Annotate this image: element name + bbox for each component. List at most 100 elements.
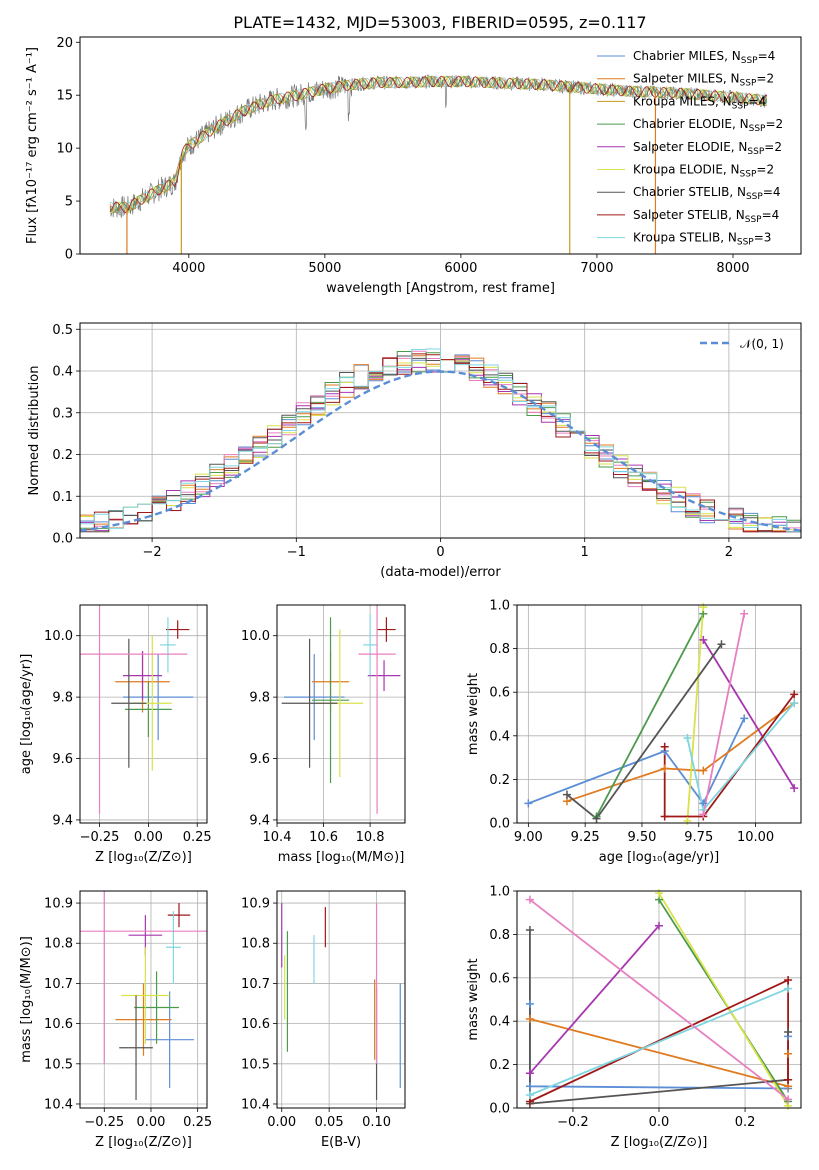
y-tick-label: 0.4 [489, 729, 510, 744]
x-tick-label: 0.0 [649, 1115, 670, 1130]
y-tick-label: 10.4 [241, 1097, 270, 1112]
marker-salpeter_stelib [660, 742, 669, 751]
marker-salpeter_stelib [660, 812, 669, 821]
legend-value: =4 [749, 94, 767, 108]
x-tick-label: −0.2 [557, 1115, 589, 1130]
legend-name: Kroupa MILES, N [633, 94, 732, 108]
legend-sub: SSP [740, 79, 757, 89]
x-tick-label: 2 [725, 545, 733, 560]
model-chabrier_elodie [109, 75, 768, 214]
marker-salpeter_miles [784, 1049, 793, 1058]
y-axis-label: Flux [fλ10⁻¹⁷ erg cm⁻² s⁻¹ A⁻¹] [25, 47, 40, 244]
marker-chabrier_stelib [592, 814, 601, 823]
legend-label: Kroupa STELIB, NSSP=3 [633, 231, 771, 248]
x-tick-label: 0.2 [735, 1115, 756, 1130]
legend-name: Chabrier MILES, N [633, 49, 741, 63]
marker-salpeter_miles [525, 1015, 534, 1024]
plot-area [80, 605, 194, 814]
marker-salpeter_elodie [790, 784, 799, 793]
panel-spectrum: 4000 5000 6000 7000 8000 0 5 10 15 20 wavelength [… [25, 36, 802, 296]
y-tick-label: 9.4 [249, 813, 270, 828]
x-tick-label: −0.25 [80, 830, 120, 845]
marker-chabrier_miles [740, 714, 749, 723]
marker-salpeter_miles [660, 764, 669, 773]
x-tick-label: 9.75 [684, 830, 713, 845]
x-tick-label: 0.25 [183, 830, 212, 845]
axes-frame [79, 322, 802, 539]
x-tick-label: 0.00 [134, 830, 163, 845]
x-tick-label: 10.00 [737, 830, 774, 845]
y-tick-label: 9.4 [52, 813, 73, 828]
x-tick-label: 4000 [172, 261, 205, 276]
x-tick-label: 9.25 [571, 830, 600, 845]
y-tick-label: 1.0 [489, 599, 510, 614]
x-axis-label: age [log₁₀(age/yr)] [599, 850, 720, 865]
x-tick-label: 0 [436, 545, 444, 560]
marker-chabrier_stelib [562, 790, 571, 799]
legend-name: Kroupa ELODIE, N [633, 163, 740, 177]
x-axis-label: (data-model)/error [380, 565, 501, 580]
y-tick-label: 10.6 [241, 1017, 270, 1032]
y-tick-label: 0.1 [52, 490, 73, 505]
y-tick-label: 5 [65, 195, 73, 210]
marker-salpeter_stelib [784, 975, 793, 984]
x-tick-label: 10.8 [356, 830, 385, 845]
legend-label: Chabrier STELIB, NSSP=4 [633, 185, 781, 202]
y-tick-label: 10.6 [44, 1017, 73, 1032]
marker-kroupa_miles [699, 810, 708, 819]
marker-salpeter_elodie [525, 1069, 534, 1078]
x-tick-label: 8000 [716, 261, 749, 276]
plot-area [80, 891, 207, 1100]
series-kroupa_miles [702, 613, 746, 815]
panel-mass_EBV: 0.00 0.05 0.10 10.4 10.5 10.6 10.7 10.8 10.9 E(B-… [241, 890, 406, 1150]
y-axis-label: Normed distribution [27, 366, 42, 496]
model-salpeter_stelib [109, 75, 768, 214]
hist-kroupa_stelib [80, 348, 801, 533]
marker-chabrier_stelib [784, 1028, 793, 1037]
y-tick-label: 0 [65, 248, 73, 263]
series-kroupa_elodie [686, 607, 705, 821]
legend-sub: SSP [747, 147, 764, 157]
x-tick-label: 10.4 [263, 830, 292, 845]
y-tick-label: 9.6 [249, 752, 270, 767]
y-axis-label: mass [log₁₀(M/M⊙)] [19, 936, 34, 1063]
legend-label: Salpeter STELIB, NSSP=4 [633, 208, 779, 225]
y-tick-label: 0.8 [489, 928, 510, 943]
figure-title: PLATE=1432, MJD=53003, FIBERID=0595, z=0… [233, 13, 646, 32]
panel-age_mass: 10.4 10.6 10.8 9.4 9.6 9.8 10.0 mass [log₁₀(M/M… [241, 604, 406, 865]
series-kroupa_elodie [658, 892, 789, 1107]
x-tick-label: 0.00 [267, 1115, 296, 1130]
marker-salpeter_elodie [699, 635, 708, 644]
panel-residuals: −2 −1 0 1 2 0.0 0.1 0.2 0.3 0.4 0.5 (data-model)/er… [27, 322, 802, 580]
y-tick-label: 10.5 [241, 1057, 270, 1072]
y-tick-label: 9.8 [52, 691, 73, 706]
marker-salpeter_miles [699, 766, 708, 775]
legend-name: Chabrier STELIB, N [633, 185, 746, 199]
x-tick-label: 9.50 [627, 830, 656, 845]
legend-sub: SSP [732, 101, 749, 111]
legend-label: Kroupa ELODIE, NSSP=2 [633, 163, 774, 180]
series-chabrier_elodie [595, 613, 705, 817]
legend-label: 𝒩(0, 1) [740, 337, 784, 351]
marker-kroupa_stelib [683, 733, 692, 742]
y-tick-label: 10.8 [44, 937, 73, 952]
y-tick-label: 0.0 [489, 817, 510, 832]
y-tick-label: 0.2 [52, 448, 73, 463]
y-tick-label: 9.8 [249, 691, 270, 706]
legend-value: =2 [756, 72, 774, 86]
series-salpeter_elodie [529, 925, 660, 1074]
legend-name: Salpeter ELODIE, N [633, 140, 747, 154]
x-tick-label: −2 [143, 545, 162, 560]
series-kroupa_stelib [686, 702, 795, 812]
x-axis-label: Z [log₁₀(Z/Z⊙)] [95, 850, 192, 865]
legend-value: =2 [764, 140, 782, 154]
y-axis-label: age [log₁₀(age/yr)] [19, 654, 34, 775]
x-tick-label: −0.25 [84, 1115, 124, 1130]
axes-frame [79, 36, 802, 255]
series-chabrier_miles [528, 718, 746, 806]
series-salpeter_elodie [702, 639, 795, 789]
x-tick-label: 9.00 [514, 830, 543, 845]
y-tick-label: 10.5 [44, 1057, 73, 1072]
y-tick-label: 0.6 [489, 971, 510, 986]
